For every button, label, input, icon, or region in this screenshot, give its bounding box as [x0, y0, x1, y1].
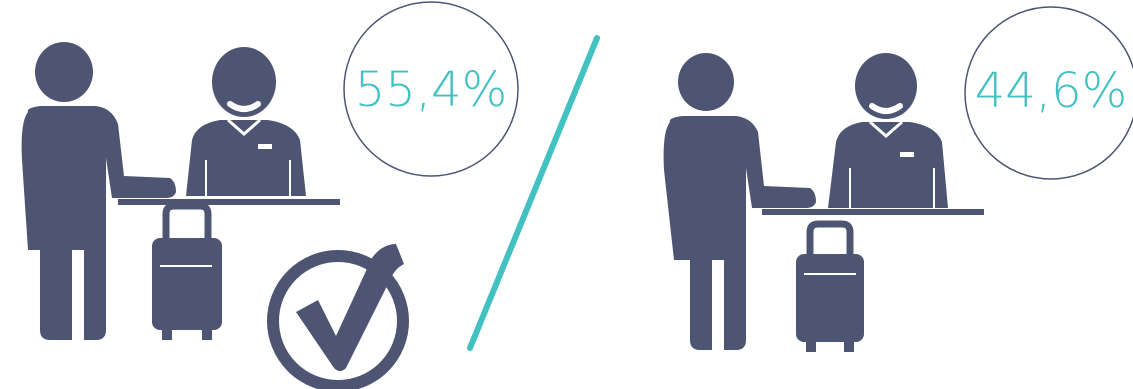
left-scene — [21, 42, 409, 389]
checkmark-icon — [267, 244, 409, 389]
traveler-icon — [21, 42, 176, 340]
left-percentage-label: 55,4% — [355, 62, 507, 118]
receptionist-icon — [186, 47, 306, 196]
right-percentage-label: 44,6% — [975, 63, 1127, 119]
traveler-icon — [663, 53, 816, 350]
suitcase-icon — [796, 220, 864, 352]
left-percentage-bubble: 55,4% — [343, 1, 519, 177]
divider-slash — [467, 35, 600, 351]
right-scene — [663, 53, 984, 352]
desk-surface — [762, 209, 984, 215]
suitcase-icon — [152, 202, 222, 340]
receptionist-icon — [828, 53, 948, 208]
desk-surface — [118, 199, 340, 205]
right-percentage-bubble: 44,6% — [964, 6, 1133, 180]
